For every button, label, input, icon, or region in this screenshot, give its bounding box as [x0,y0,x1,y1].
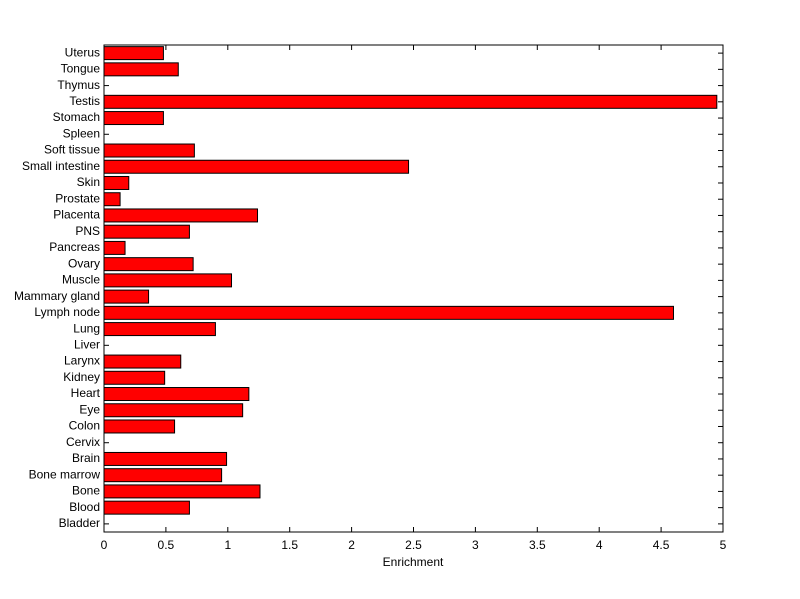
bar [103,111,164,126]
y-tick-label: Heart [71,386,101,400]
x-tick-label: 4 [596,538,603,552]
y-tick-label: Placenta [53,208,100,222]
y-tick-label: Prostate [55,191,100,205]
y-tick-label: Pancreas [49,240,100,254]
y-tick-label: Bone [72,484,100,498]
bar [103,143,195,158]
bar [103,94,718,109]
x-axis-label: Enrichment [383,555,444,569]
x-tick-label: 5 [720,538,727,552]
bar [103,192,121,207]
y-tick-label: Lung [73,321,100,335]
bar [103,387,250,402]
x-tick-label: 1 [224,538,231,552]
bar [103,289,150,304]
y-tick-label: Eye [79,402,100,416]
bar [103,322,216,337]
x-tick-label: 3.5 [529,538,546,552]
y-tick-label: Lymph node [34,305,100,319]
x-tick-label: 1.5 [281,538,298,552]
x-tick-label: 3 [472,538,479,552]
bar [103,240,126,255]
bar [103,403,244,418]
bar [103,419,176,434]
y-tick-label: Ovary [68,256,100,270]
bar [103,175,130,190]
bar [103,370,166,385]
y-tick-label: PNS [75,224,100,238]
bar [103,468,223,483]
y-tick-label: Tongue [61,62,101,76]
bar [103,354,182,369]
bar [103,257,194,272]
bar [103,273,233,288]
y-tick-label: Blood [69,500,100,514]
x-tick-label: 0 [101,538,108,552]
bar [103,484,261,499]
y-tick-label: Skin [77,175,100,189]
y-tick-label: Muscle [62,273,100,287]
y-tick-label: Brain [72,451,100,465]
bar [103,62,179,77]
bar [103,159,410,174]
plot-frame [103,44,724,533]
y-tick-label: Larynx [64,354,100,368]
bar [103,305,674,320]
y-tick-label: Testis [69,94,100,108]
y-tick-label: Cervix [66,435,100,449]
y-tick-label: Bladder [59,516,100,530]
y-tick-label: Kidney [63,370,100,384]
y-tick-label: Uterus [65,45,100,59]
bar [103,224,190,239]
y-tick-label: Bone marrow [29,467,101,481]
x-tick-label: 2.5 [405,538,422,552]
x-tick-label: 2 [348,538,355,552]
y-tick-label: Spleen [63,126,100,140]
y-tick-label: Colon [69,419,100,433]
y-tick-label: Soft tissue [44,143,100,157]
bar [103,500,190,515]
y-tick-label: Small intestine [22,159,100,173]
y-tick-label: Mammary gland [14,289,100,303]
x-tick-label: 4.5 [653,538,670,552]
y-tick-label: Stomach [53,110,100,124]
x-tick-label: 0.5 [158,538,175,552]
bar [103,451,228,466]
bar [103,208,259,223]
y-tick-label: Thymus [57,78,100,92]
y-tick-label: Liver [74,337,100,351]
bar [103,46,164,61]
